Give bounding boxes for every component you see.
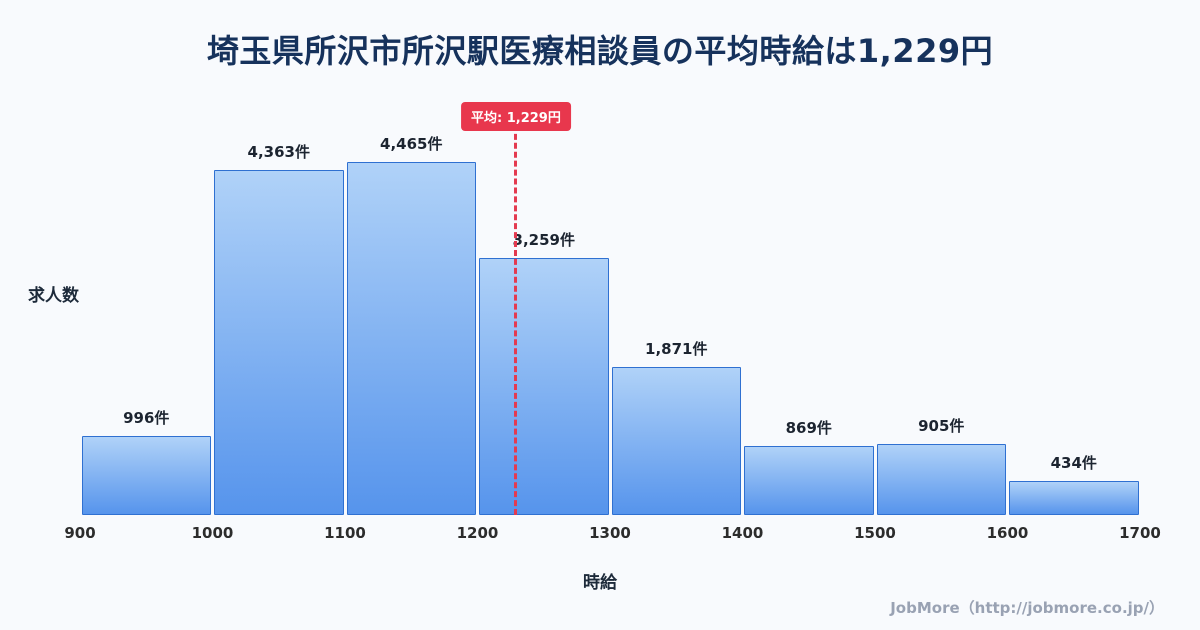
- histogram-bar: [876, 443, 1006, 515]
- histogram-bar: [744, 446, 874, 515]
- histogram-bar: [81, 436, 211, 515]
- bar-value-label: 905件: [918, 416, 965, 435]
- chart-title: 埼玉県所沢市所沢駅医療相談員の平均時給は1,229円: [206, 32, 994, 70]
- y-axis-label: 求人数: [28, 286, 79, 306]
- histogram-bar: [1009, 480, 1139, 515]
- footer-credit: JobMore（http://jobmore.co.jp/）: [890, 599, 1164, 617]
- bar-value-label: 4,465件: [380, 135, 443, 154]
- x-tick-label: 1300: [589, 524, 631, 542]
- x-tick-label: 1600: [986, 524, 1029, 542]
- x-tick-label: 1400: [721, 524, 764, 542]
- bar-value-label: 4,363件: [247, 143, 310, 162]
- bar-value-label: 3,259件: [512, 230, 575, 249]
- x-tick-label: 1200: [456, 524, 499, 542]
- bar-value-label: 1,871件: [645, 340, 708, 359]
- histogram-bar: [346, 162, 476, 515]
- bar-value-label: 869件: [785, 419, 832, 438]
- histogram-bar: [479, 257, 609, 515]
- x-tick-label: 1100: [324, 524, 366, 542]
- x-tick-label: 1700: [1119, 524, 1161, 542]
- plot-area: 996件 4,363件 4,465件 3,259件 1,871件 869件 905件 434件…: [64, 100, 1161, 542]
- histogram-bar: [611, 367, 741, 515]
- x-tick-label: 1000: [191, 524, 234, 542]
- bar-value-label: 434件: [1050, 453, 1097, 472]
- x-tick-label: 900: [64, 524, 96, 542]
- average-badge: 平均: 1,229円: [460, 102, 571, 131]
- x-tick-label: 1500: [854, 524, 896, 542]
- x-axis-label: 時給: [583, 573, 617, 593]
- average-line: [514, 116, 518, 515]
- histogram-bar: [214, 170, 344, 515]
- bar-value-label: 996件: [123, 409, 170, 428]
